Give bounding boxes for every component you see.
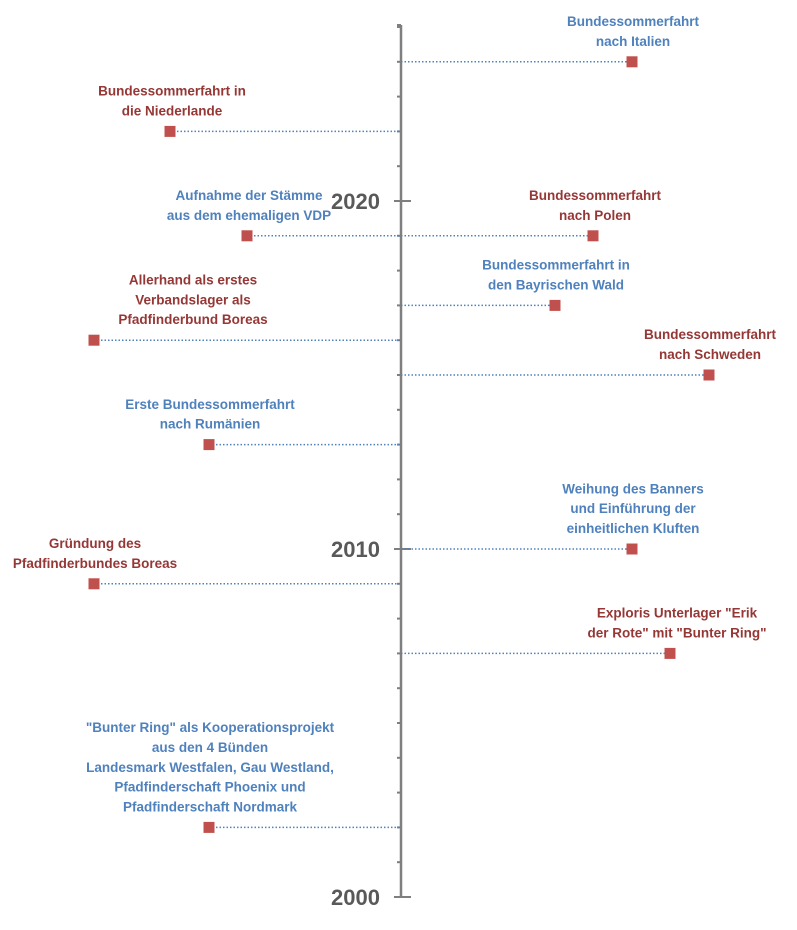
event-label: aus dem ehemaligen VDP [167, 208, 331, 223]
year-label: 2010 [331, 537, 380, 562]
event-marker [626, 56, 638, 68]
event-label: nach Rumänien [160, 417, 261, 432]
event-label: und Einführung der [570, 501, 696, 516]
event-marker [587, 230, 599, 242]
event-label: Pfadfinderbundes Boreas [13, 556, 177, 571]
year-label: 2020 [331, 189, 380, 214]
event-label: Aufnahme der Stämme [175, 188, 323, 203]
event-marker [626, 543, 638, 555]
event-label: "Bunter Ring" als Kooperationsprojekt [86, 720, 335, 735]
event-label: einheitlichen Kluften [567, 521, 700, 536]
event-label: Bundessommerfahrt in [98, 84, 246, 99]
event-marker [88, 578, 100, 590]
event-label: nach Polen [559, 208, 631, 223]
event-label: nach Schweden [659, 347, 761, 362]
event-marker [703, 369, 715, 381]
event-label: Pfadfinderschaft Nordmark [123, 799, 298, 814]
event-marker [241, 230, 253, 242]
timeline-event: Aufnahme der Stämme aus dem ehemaligen VD… [167, 188, 401, 242]
timeline-event: Bundessommerfahrt nach Schweden [401, 327, 777, 381]
event-label: den Bayrischen Wald [488, 277, 624, 292]
event-marker [664, 647, 676, 659]
timeline-event: Erste Bundessommerfahrt nach Rumänien [125, 397, 401, 451]
timeline-event: Weihung des Banners und Einführung der ein… [401, 481, 704, 555]
event-label: Pfadfinderschaft Phoenix und [114, 780, 305, 795]
timeline-event: Bundessommerfahrt nach Italien [401, 14, 700, 68]
event-label: Exploris Unterlager "Erik [597, 606, 758, 621]
event-marker [88, 334, 100, 346]
timeline-event: Bundessommerfahrt nach Polen [401, 188, 662, 242]
event-marker [203, 439, 215, 451]
event-label: Weihung des Banners [562, 481, 704, 496]
event-marker [203, 821, 215, 833]
timeline-axis: 2000 2010 2020 [331, 24, 411, 910]
timeline-event: Bundessommerfahrt in die Niederlande [98, 84, 401, 137]
timeline-event: Bundessommerfahrt in den Bayrischen Wald [401, 258, 630, 311]
event-label: die Niederlande [122, 103, 223, 118]
event-label: Bundessommerfahrt [529, 188, 662, 203]
event-label: Verbandslager als [135, 292, 251, 307]
event-label: Erste Bundessommerfahrt [125, 397, 295, 412]
year-label: 2000 [331, 885, 380, 910]
event-label: Bundessommerfahrt in [482, 258, 630, 273]
event-label: Allerhand als erstes [129, 273, 257, 288]
timeline-event: Exploris Unterlager "Erik der Rote" mit "… [401, 606, 766, 659]
event-label: nach Italien [596, 34, 670, 49]
event-marker [549, 299, 561, 311]
timeline-event: Allerhand als erstes Verbandslager als Pfa… [88, 273, 401, 346]
event-label: aus den 4 Bünden [152, 740, 268, 755]
timeline-event: "Bunter Ring" als Kooperationsprojekt aus… [86, 720, 401, 833]
event-marker [164, 125, 176, 137]
event-label: der Rote" mit "Bunter Ring" [588, 625, 767, 640]
event-label: Bundessommerfahrt [567, 14, 700, 29]
event-label: Landesmark Westfalen, Gau Westland, [86, 760, 334, 775]
event-label: Gründung des [49, 536, 141, 551]
event-label: Pfadfinderbund Boreas [118, 312, 267, 327]
timeline-event: Gründung des Pfadfinderbundes Boreas [13, 536, 401, 590]
event-label: Bundessommerfahrt [644, 327, 777, 342]
